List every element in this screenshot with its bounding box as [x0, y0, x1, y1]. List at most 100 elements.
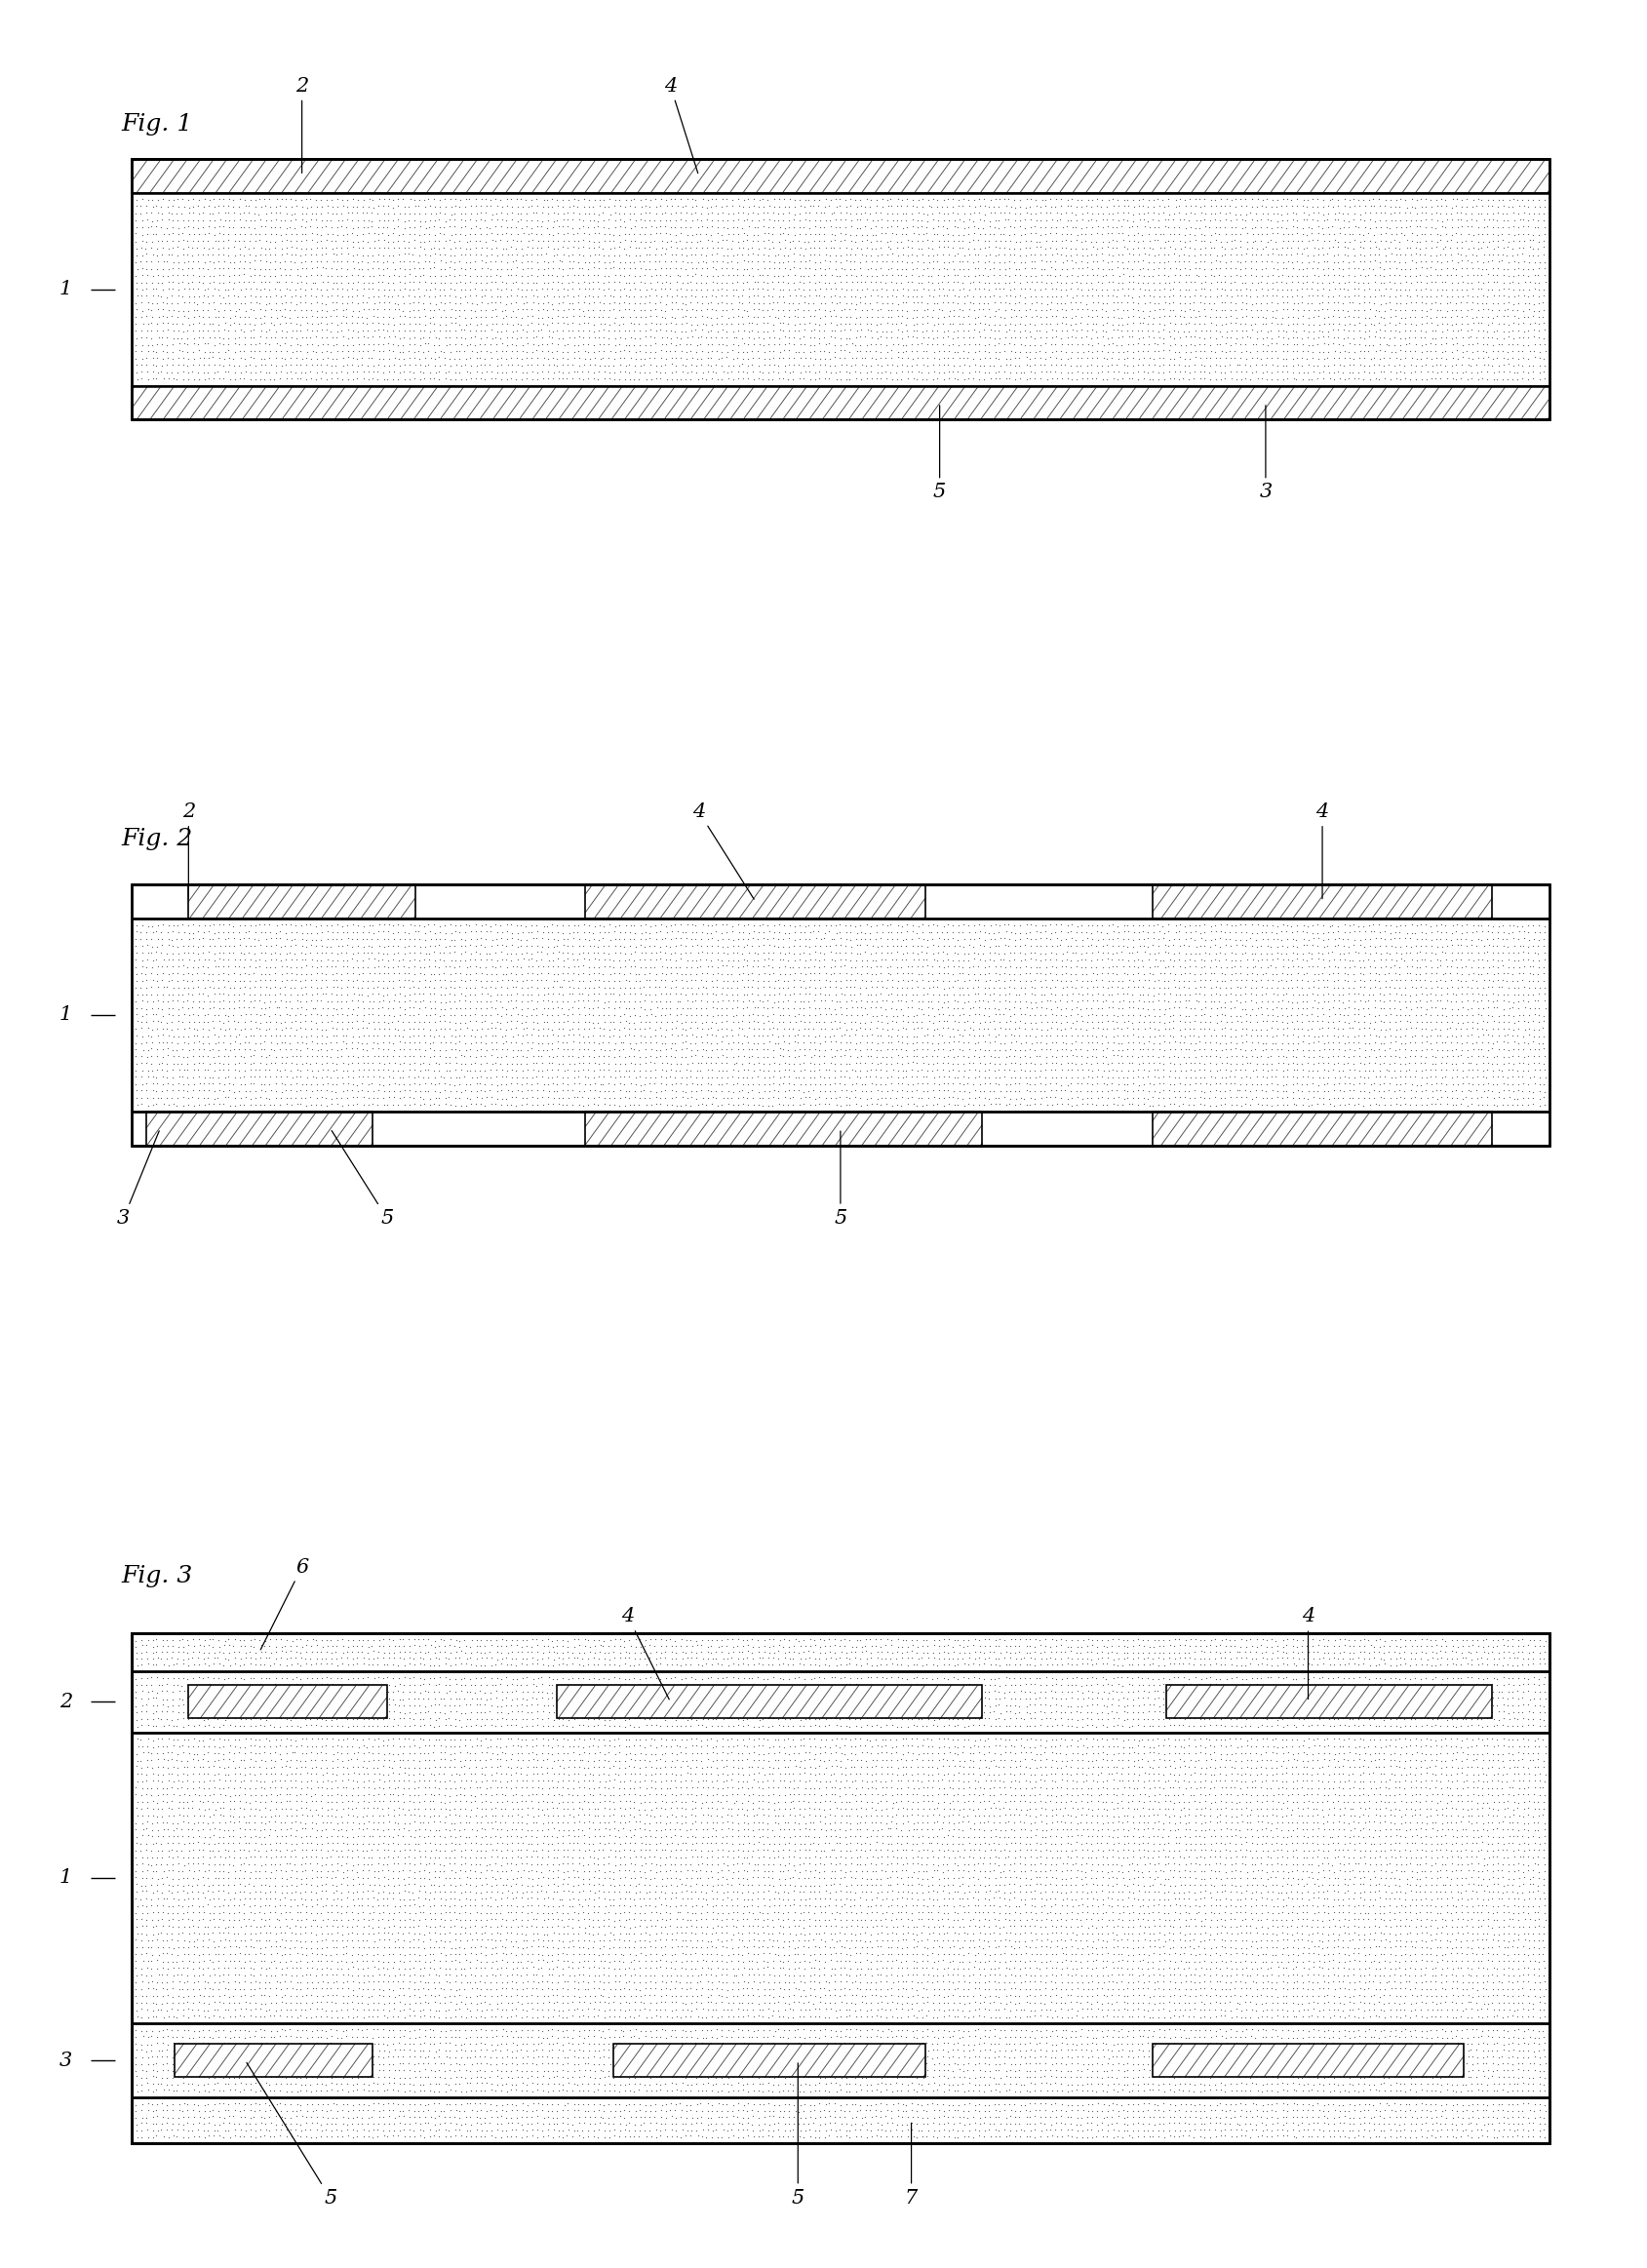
Point: [560, 1833, 586, 1869]
Point: [1232, 1708, 1258, 1744]
Point: [287, 1660, 313, 1696]
Point: [1395, 229, 1421, 265]
Point: [919, 1783, 945, 1819]
Point: [293, 984, 320, 1021]
Point: [842, 1880, 868, 1916]
Point: [257, 243, 283, 279]
Point: [1054, 1687, 1080, 1724]
Point: [827, 1914, 853, 1950]
Point: [950, 286, 977, 322]
Point: [705, 286, 731, 322]
Point: [601, 313, 628, 349]
Point: [1372, 1052, 1398, 1089]
Point: [529, 306, 555, 342]
Point: [688, 1930, 715, 1966]
Point: [242, 1708, 268, 1744]
Point: [1346, 215, 1372, 252]
Point: [606, 1765, 632, 1801]
Point: [468, 1018, 494, 1055]
Point: [1178, 2093, 1204, 2130]
Point: [478, 984, 504, 1021]
Point: [863, 907, 889, 943]
Point: [787, 2066, 814, 2102]
Point: [432, 1708, 458, 1744]
Point: [371, 1839, 397, 1876]
Point: [781, 1769, 807, 1805]
Point: [975, 2105, 1001, 2141]
Point: [1382, 1998, 1408, 2034]
Point: [380, 1628, 407, 1665]
Point: [776, 2087, 802, 2123]
Point: [125, 1783, 152, 1819]
Point: [868, 1846, 894, 1882]
Point: [1290, 2046, 1316, 2082]
Point: [468, 1998, 494, 2034]
Point: [606, 1708, 632, 1744]
Point: [751, 1914, 777, 1950]
Point: [1089, 991, 1115, 1027]
Point: [158, 921, 184, 957]
Point: [802, 2118, 828, 2155]
Point: [308, 996, 334, 1032]
Point: [484, 1873, 511, 1910]
Point: [1202, 1667, 1229, 1703]
Point: [1150, 1907, 1176, 1944]
Point: [226, 2032, 252, 2068]
Point: [354, 2025, 380, 2062]
Point: [1260, 1887, 1286, 1923]
Point: [1219, 215, 1245, 252]
Point: [642, 327, 669, 363]
Point: [863, 2118, 889, 2155]
Point: [616, 975, 642, 1012]
Point: [1191, 1086, 1217, 1123]
Point: [679, 243, 705, 279]
Point: [380, 1894, 407, 1930]
Point: [1385, 1635, 1411, 1672]
Point: [856, 989, 883, 1025]
Point: [1459, 1762, 1486, 1799]
Point: [283, 907, 310, 943]
Point: [308, 1635, 334, 1672]
Point: [1113, 2059, 1140, 2096]
Point: [221, 948, 247, 984]
Point: [1161, 327, 1187, 363]
Point: [397, 1633, 423, 1669]
Point: [637, 1998, 664, 2034]
Point: [728, 1769, 754, 1805]
Point: [150, 1907, 176, 1944]
Point: [165, 1002, 191, 1039]
Point: [1108, 1046, 1135, 1082]
Point: [128, 2091, 155, 2127]
Point: [1314, 2032, 1341, 2068]
Point: [1248, 259, 1275, 295]
Point: [987, 1728, 1013, 1765]
Point: [858, 937, 884, 973]
Point: [822, 2059, 848, 2096]
Point: [1359, 2039, 1385, 2075]
Point: [443, 1622, 469, 1658]
Point: [962, 236, 988, 272]
Point: [1336, 1880, 1362, 1916]
Point: [555, 964, 581, 1000]
Point: [662, 202, 688, 238]
Point: [497, 1626, 524, 1662]
Point: [1164, 1873, 1191, 1910]
Point: [1443, 333, 1469, 370]
Point: [1530, 354, 1556, 390]
Point: [1448, 243, 1474, 279]
Point: [1174, 1660, 1201, 1696]
Point: [344, 941, 371, 978]
Point: [1105, 1799, 1131, 1835]
Point: [1178, 209, 1204, 245]
Point: [1242, 1769, 1268, 1805]
Point: [359, 1086, 385, 1123]
Point: [303, 333, 329, 370]
Point: [1416, 2053, 1443, 2089]
Point: [970, 1667, 996, 1703]
Point: [473, 914, 499, 950]
Point: [1304, 265, 1331, 302]
Point: [1423, 955, 1449, 991]
Point: [191, 181, 217, 218]
Point: [1013, 1086, 1039, 1123]
Point: [1013, 1628, 1039, 1665]
